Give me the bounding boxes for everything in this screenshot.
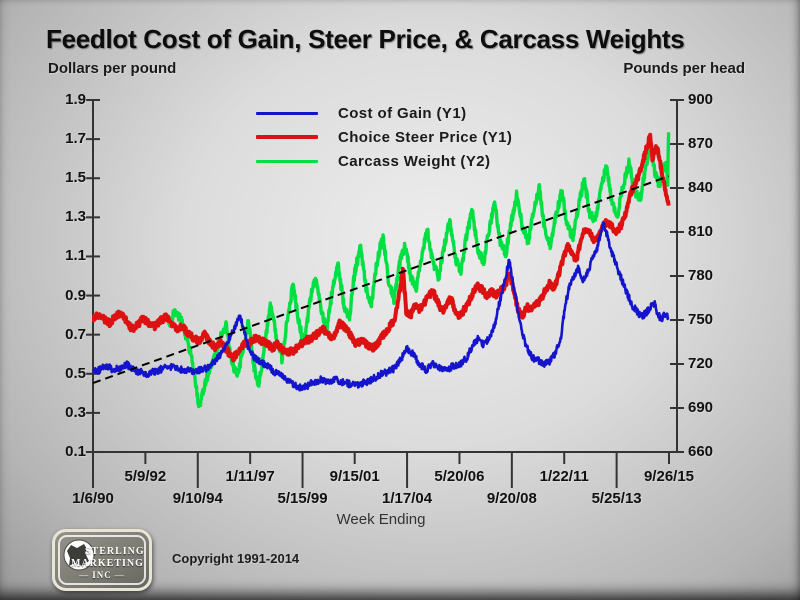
- y1-tick-label: 1.3: [65, 208, 86, 226]
- trend-line-dashed: [92, 175, 669, 385]
- y1-tick-label: 0.3: [65, 403, 86, 421]
- logo-text-line3: INC: [55, 570, 149, 580]
- legend-label: Cost of Gain (Y1): [338, 104, 467, 122]
- series-line-choice-steer-price-y1: [92, 132, 671, 363]
- x-tick-label: 5/25/13: [591, 490, 642, 507]
- y2-tick-label: 870: [688, 135, 714, 152]
- x-tick-label: 1/6/90: [72, 490, 114, 507]
- y2-tick-label: 690: [688, 399, 714, 416]
- x-tick-label: 1/17/04: [382, 490, 433, 507]
- x-tick-label: 9/10/94: [172, 490, 223, 507]
- y2-tick-label: 720: [688, 355, 714, 372]
- y2-tick-label: 780: [688, 267, 714, 284]
- left-axis-caption: Dollars per pound: [48, 60, 177, 77]
- x-tick-label: 9/15/01: [329, 468, 380, 485]
- sterling-marketing-logo: STERLING MARKETING INC: [52, 529, 152, 591]
- cost-of-gain-line-sample: [256, 111, 318, 115]
- x-axis-title: Week Ending: [336, 511, 426, 528]
- y1-tick-label: 1.9: [65, 91, 86, 108]
- x-tick-label: 1/11/97: [225, 468, 275, 485]
- y2-tick-label: 810: [688, 223, 714, 240]
- y1-tick-label: 0.7: [65, 325, 86, 343]
- legend-entry-cost-of-gain: Cost of Gain (Y1): [256, 101, 512, 125]
- logo-inner-frame: [58, 535, 146, 585]
- x-tick-label: 5/15/99: [277, 490, 328, 507]
- x-tick-label: 9/20/08: [486, 490, 537, 507]
- y1-tick-label: 1.7: [65, 130, 86, 148]
- x-tick-label: 5/20/06: [434, 468, 485, 485]
- y2-tick-label: 900: [688, 91, 714, 108]
- series-line-cost-of-gain-y1: [92, 221, 670, 392]
- y2-tick-label: 840: [688, 179, 714, 196]
- legend-entry-carcass-weight: Carcass Weight (Y2): [256, 149, 512, 173]
- chart-title: Feedlot Cost of Gain, Steer Price, & Car…: [46, 24, 685, 54]
- x-tick-label: 5/9/92: [124, 468, 167, 485]
- carcass-weight-line-sample: [256, 159, 318, 163]
- y2-tick-label: 660: [688, 443, 714, 460]
- choice-steer-price-line-sample: [256, 135, 318, 139]
- y1-tick-label: 1.5: [65, 169, 86, 187]
- legend-label: Carcass Weight (Y2): [338, 152, 491, 170]
- x-tick-label: 9/26/15: [643, 468, 695, 485]
- y1-tick-label: 1.1: [65, 247, 86, 265]
- y2-tick-label: 750: [688, 311, 714, 328]
- logo-text-line1: STERLING: [85, 546, 145, 557]
- cattle-icon: [63, 539, 95, 571]
- y1-tick-label: 0.1: [65, 443, 86, 460]
- x-tick-label: 1/22/11: [539, 468, 589, 485]
- legend-label: Choice Steer Price (Y1): [338, 128, 513, 146]
- y1-tick-label: 0.5: [65, 364, 86, 382]
- copyright-text: Copyright 1991-2014: [172, 551, 300, 566]
- right-axis-caption: Pounds per head: [623, 60, 745, 77]
- legend-entry-choice-steer-price: Choice Steer Price (Y1): [256, 125, 512, 149]
- y1-tick-label: 0.9: [65, 286, 86, 304]
- chart-legend: Cost of Gain (Y1) Choice Steer Price (Y1…: [256, 101, 512, 173]
- logo-text-line2: MARKETING: [71, 558, 144, 569]
